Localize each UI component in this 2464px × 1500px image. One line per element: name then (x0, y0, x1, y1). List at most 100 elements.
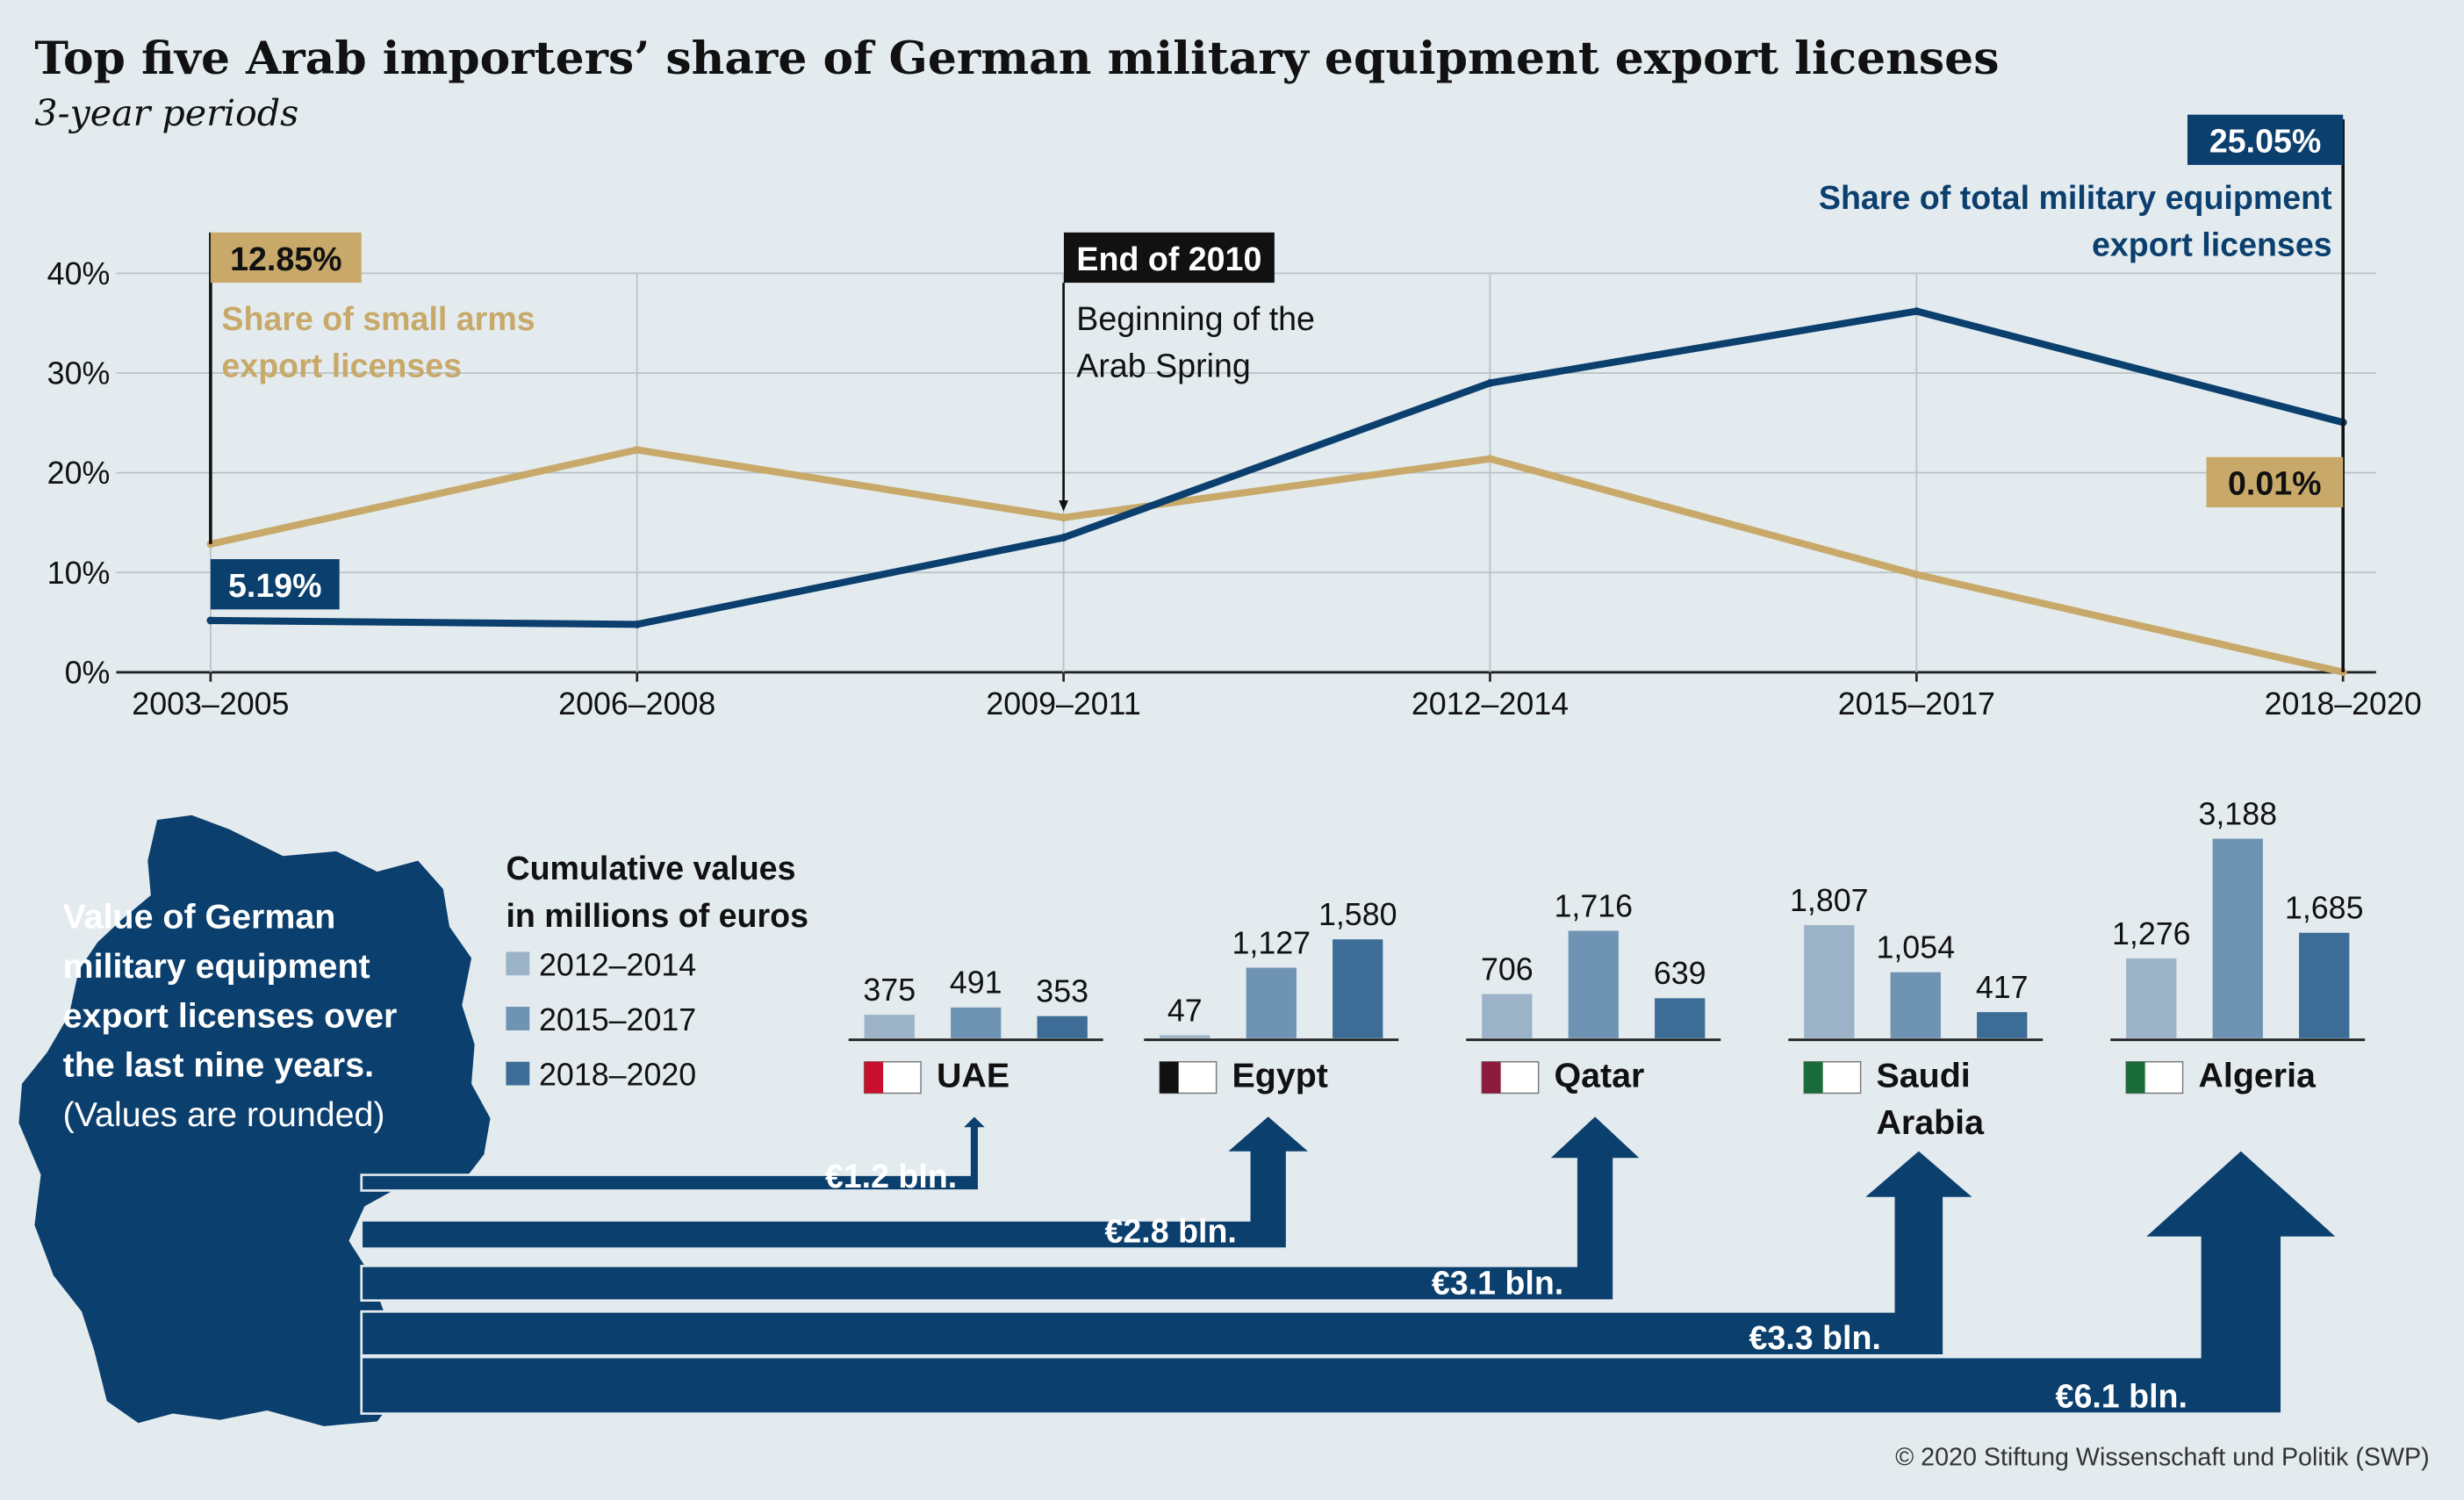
bar (951, 1007, 1002, 1038)
bar-value-label: 1,276 (2112, 916, 2191, 951)
data-point-small-arms (633, 446, 642, 454)
legend-swatch (506, 951, 530, 976)
event-text: Beginning of the (1076, 300, 1315, 337)
bar-value-label: 706 (1481, 951, 1534, 987)
total-end-label-box (2187, 114, 2344, 165)
small-end-label-box (2206, 456, 2344, 508)
country-name: Arabia (1876, 1103, 1985, 1142)
bar-value-label: 353 (1036, 974, 1088, 1009)
bar (1160, 1035, 1210, 1038)
legend-label: 2012–2014 (539, 947, 696, 982)
bar-value-label: 1,127 (1232, 925, 1311, 960)
x-tick-label: 2009–2011 (986, 686, 1140, 721)
legend-title: Cumulative values (506, 850, 795, 886)
x-tick-label: 2006–2008 (558, 686, 715, 721)
series-line-small-arms (210, 446, 2345, 676)
map-title-line: Value of German (63, 898, 336, 937)
bar (1568, 930, 1619, 1038)
x-tick-label: 2012–2014 (1412, 686, 1569, 721)
map-title-line: export licenses over (63, 996, 398, 1035)
chart-title: Top five Arab importers’ share of German… (34, 31, 2000, 85)
map-title-line: the last nine years. (63, 1046, 374, 1085)
bar-value-label: 47 (1167, 993, 1203, 1028)
data-point-total (1485, 378, 1494, 387)
bar-value-label: 1,685 (2285, 891, 2364, 926)
germany-map-shape (18, 815, 491, 1426)
bar (1333, 939, 1383, 1038)
total-start-label-box (210, 559, 340, 610)
x-tick-label: 2018–2020 (2265, 686, 2422, 721)
country-name: Qatar (1555, 1056, 1645, 1094)
total-value-label: €2.8 bln. (1104, 1213, 1236, 1250)
small-start-label: 12.85% (230, 240, 341, 277)
event-tag: End of 2010 (1076, 240, 1261, 277)
legend-label: 2018–2020 (539, 1058, 696, 1093)
bar (1037, 1016, 1088, 1038)
data-point-small-arms (1485, 455, 1494, 463)
bar (2126, 958, 2177, 1038)
bar (2212, 838, 2263, 1038)
data-point-small-arms (1912, 571, 1921, 579)
bar (1804, 925, 1855, 1038)
bar (1890, 972, 1941, 1038)
bar-value-label: 3,188 (2198, 796, 2277, 831)
series-line-total (210, 307, 2345, 628)
x-tick-label: 2003–2005 (132, 686, 289, 721)
flag-icon-band (864, 1061, 884, 1094)
data-point-total (206, 616, 215, 625)
total-value-label: €1.2 bln. (825, 1158, 957, 1195)
bar (1482, 994, 1533, 1038)
flow-arrow (360, 1113, 1315, 1250)
flow-arrow (360, 1113, 991, 1192)
total-series-label: export licenses (2092, 226, 2332, 263)
bar-value-label: 1,807 (1790, 883, 1869, 918)
y-tick-label: 30% (47, 356, 111, 391)
total-end-label: 25.05% (2209, 123, 2321, 160)
y-tick-label: 0% (65, 655, 111, 690)
bar (1246, 967, 1297, 1038)
data-point-total (1060, 534, 1068, 542)
event-arrowhead (1059, 500, 1068, 512)
bar (2299, 932, 2350, 1038)
bar (864, 1015, 915, 1038)
bar-value-label: 375 (863, 972, 916, 1008)
data-point-total (1912, 307, 1921, 316)
bar-value-label: 491 (950, 965, 1002, 1001)
flag-icon-band (2126, 1061, 2145, 1094)
map-title-line: military equipment (63, 947, 370, 986)
bar (1977, 1012, 2028, 1038)
legend-swatch (506, 1007, 530, 1030)
legend-label: 2015–2017 (539, 1002, 696, 1037)
total-value-label: €3.3 bln. (1749, 1319, 1880, 1356)
y-tick-label: 40% (47, 256, 111, 291)
small-end-label: 0.01% (2228, 465, 2322, 502)
legend-title: in millions of euros (506, 897, 808, 934)
x-tick-label: 2015–2017 (1838, 686, 1995, 721)
total-value-label: €3.1 bln. (1432, 1265, 1563, 1302)
data-point-total (633, 620, 642, 628)
flow-arrow (360, 1113, 1646, 1303)
flag-icon-band (1804, 1061, 1823, 1094)
small-arms-series-label: export licenses (221, 347, 462, 384)
map-note: (Values are rounded) (63, 1095, 385, 1134)
flow-arrow (360, 1148, 1979, 1357)
flag-icon-band (1482, 1061, 1501, 1094)
y-tick-label: 10% (47, 556, 111, 591)
line-chart: 0% 10% 20% 30% 40% 2003–2005 2006–2008 2009–201… (47, 114, 2422, 721)
chart-subtitle: 3-year periods (34, 94, 299, 135)
country-name: Egypt (1232, 1056, 1328, 1094)
y-tick-label: 20% (47, 456, 111, 491)
flow-arrow (360, 1148, 2342, 1415)
bar-value-label: 417 (1976, 970, 2029, 1005)
bar-value-label: 639 (1654, 956, 1706, 991)
legend-swatch (506, 1061, 530, 1086)
total-series-label: Share of total military equipment (1819, 179, 2332, 216)
event-text: Arab Spring (1076, 347, 1250, 384)
country-name: Algeria (2198, 1056, 2317, 1094)
small-arms-series-label: Share of small arms (221, 300, 535, 337)
bar-value-label: 1,580 (1318, 897, 1397, 932)
small-start-label-box (210, 232, 362, 283)
bar-value-label: 1,716 (1554, 888, 1633, 923)
